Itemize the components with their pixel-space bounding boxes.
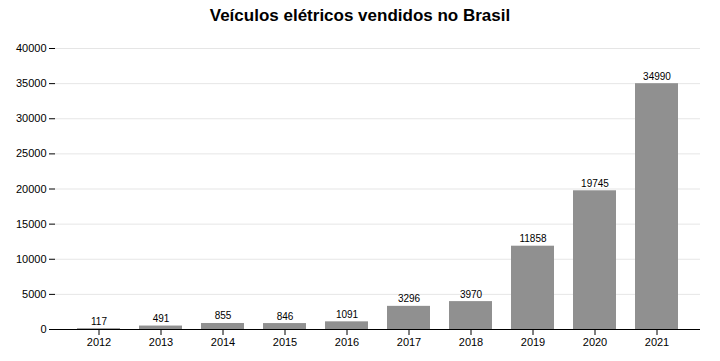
svg-text:11858: 11858 <box>519 233 547 244</box>
svg-text:3970: 3970 <box>460 289 483 300</box>
svg-text:2013: 2013 <box>149 336 173 348</box>
svg-text:1091: 1091 <box>336 309 359 320</box>
svg-text:15000: 15000 <box>16 218 47 230</box>
svg-text:3296: 3296 <box>398 293 421 304</box>
svg-text:25000: 25000 <box>16 147 47 159</box>
svg-text:34990: 34990 <box>643 71 671 82</box>
svg-text:10000: 10000 <box>16 253 47 265</box>
svg-text:2016: 2016 <box>335 336 359 348</box>
svg-text:2019: 2019 <box>521 336 545 348</box>
svg-text:2017: 2017 <box>397 336 421 348</box>
svg-text:19745: 19745 <box>581 178 609 189</box>
svg-text:2020: 2020 <box>583 336 607 348</box>
svg-text:20000: 20000 <box>16 183 47 195</box>
svg-text:2021: 2021 <box>645 336 669 348</box>
svg-text:2018: 2018 <box>459 336 483 348</box>
svg-text:2012: 2012 <box>87 336 111 348</box>
svg-text:40000: 40000 <box>16 42 47 54</box>
svg-text:35000: 35000 <box>16 77 47 89</box>
svg-text:0: 0 <box>40 323 46 335</box>
svg-text:117: 117 <box>91 316 107 327</box>
svg-text:491: 491 <box>153 313 170 324</box>
svg-text:2015: 2015 <box>273 336 297 348</box>
svg-text:855: 855 <box>215 310 232 321</box>
svg-text:2014: 2014 <box>211 336 235 348</box>
svg-text:5000: 5000 <box>22 288 46 300</box>
svg-text:846: 846 <box>277 311 294 322</box>
html-text:Veículos elétricos vendidos no: Veículos elétricos vendidos no Brasil <box>209 6 511 25</box>
svg-text:30000: 30000 <box>16 112 47 124</box>
